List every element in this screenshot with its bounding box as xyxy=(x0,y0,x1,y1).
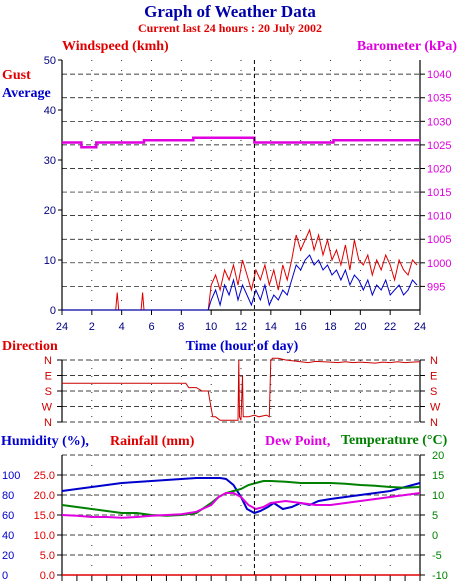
humidity-tick-label-3: 60 xyxy=(2,510,14,522)
barometer-tick-label-3: 1010 xyxy=(427,211,451,223)
humidity-tick-label-5: 100 xyxy=(2,470,20,482)
series-line-temperature xyxy=(61,480,421,517)
humidity-tick-label-2: 40 xyxy=(2,530,14,542)
temperature-tick-label-3: 5 xyxy=(432,510,438,522)
time-tick-label-1: 2 xyxy=(89,321,95,333)
plot-layer: 9951000100510101015102010251030103510400… xyxy=(2,55,451,582)
temperature-tick-label-5: 15 xyxy=(432,470,444,482)
direction-tick-left-0: N xyxy=(44,417,52,429)
barometer-tick-label-2: 1005 xyxy=(427,234,451,246)
direction-tick-right-0: N xyxy=(430,417,438,429)
rainfall-tick-label-5: 25.0 xyxy=(34,470,55,482)
temperature-axis-title: Temperature (°C) xyxy=(341,433,448,448)
legend-average: Average xyxy=(2,86,51,101)
direction-tick-right-3: E xyxy=(430,371,437,383)
time-tick-label-11: 22 xyxy=(384,321,396,333)
series-line-average xyxy=(62,254,418,311)
humidity-tick-label-1: 20 xyxy=(2,550,14,562)
barometer-tick-label-5: 1020 xyxy=(427,163,451,175)
barometer-tick-label-4: 1015 xyxy=(427,187,451,199)
wind-tick-label-3: 30 xyxy=(44,155,56,167)
series-line-humidity xyxy=(61,477,421,515)
time-tick-label-3: 6 xyxy=(148,321,154,333)
time-tick-label-0: 24 xyxy=(56,321,68,333)
barometer-tick-label-9: 1040 xyxy=(427,69,451,81)
windspeed-axis-title: Windspeed (kmh) xyxy=(62,39,169,54)
temperature-tick-label-0: -10 xyxy=(432,570,448,582)
rainfall-tick-label-1: 5.0 xyxy=(40,550,55,562)
wind-tick-label-2: 20 xyxy=(44,205,56,217)
series-line-direction xyxy=(62,357,421,421)
wind-tick-label-4: 40 xyxy=(44,105,56,117)
direction-tick-left-1: W xyxy=(42,402,53,414)
time-tick-label-7: 14 xyxy=(265,321,277,333)
rainfall-tick-label-2: 10.0 xyxy=(34,530,55,542)
series-line-gust xyxy=(62,228,418,311)
wind-tick-label-1: 10 xyxy=(44,255,56,267)
wind-tick-label-5: 50 xyxy=(44,55,56,67)
time-tick-label-10: 20 xyxy=(354,321,366,333)
barometer-axis-title: Barometer (kPa) xyxy=(357,39,458,54)
humidity-tick-label-0: 0 xyxy=(2,570,8,582)
chart-title: Graph of Weather Data xyxy=(144,2,316,21)
barometer-tick-label-0: 995 xyxy=(427,281,445,293)
wind-tick-label-0: 0 xyxy=(50,305,56,317)
barometer-tick-label-7: 1030 xyxy=(427,116,451,128)
direction-tick-right-4: N xyxy=(430,355,438,367)
direction-axis-title: Direction xyxy=(2,339,58,354)
rainfall-tick-label-4: 20.0 xyxy=(34,490,55,502)
temperature-tick-label-1: -5 xyxy=(432,550,442,562)
rainfall-tick-label-3: 15.0 xyxy=(34,510,55,522)
time-tick-label-5: 10 xyxy=(205,321,217,333)
rainfall-tick-label-0: 0.0 xyxy=(40,570,55,582)
temperature-tick-label-6: 20 xyxy=(432,450,444,462)
rainfall-axis-title: Rainfall (mm) xyxy=(110,434,195,449)
humidity-tick-label-4: 80 xyxy=(2,490,14,502)
dewpoint-axis-title: Dew Point, xyxy=(265,434,330,449)
series-line-dew-point xyxy=(61,492,421,519)
humidity-axis-title: Humidity (%), xyxy=(1,434,89,449)
barometer-tick-label-6: 1025 xyxy=(427,140,451,152)
time-tick-label-6: 12 xyxy=(235,321,247,333)
time-tick-label-9: 18 xyxy=(324,321,336,333)
temperature-tick-label-2: 0 xyxy=(432,530,438,542)
time-tick-label-8: 16 xyxy=(295,321,307,333)
legend-gust: Gust xyxy=(2,68,31,83)
time-tick-label-4: 8 xyxy=(178,321,184,333)
direction-tick-left-3: E xyxy=(45,371,52,383)
direction-tick-right-1: W xyxy=(430,402,441,414)
chart-subtitle: Current last 24 hours : 20 July 2002 xyxy=(138,21,322,35)
barometer-tick-label-8: 1035 xyxy=(427,93,451,105)
time-tick-label-2: 4 xyxy=(119,321,125,333)
direction-tick-left-2: S xyxy=(45,386,52,398)
series-line-barometer xyxy=(62,136,420,149)
time-tick-label-12: 24 xyxy=(414,321,426,333)
time-axis-title: Time (hour of day) xyxy=(186,339,299,354)
temperature-tick-label-4: 10 xyxy=(432,490,444,502)
direction-tick-left-4: N xyxy=(44,355,52,367)
barometer-tick-label-1: 1000 xyxy=(427,258,451,270)
direction-tick-right-2: S xyxy=(430,386,437,398)
